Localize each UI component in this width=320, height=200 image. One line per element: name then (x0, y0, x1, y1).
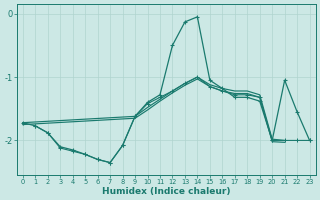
X-axis label: Humidex (Indice chaleur): Humidex (Indice chaleur) (102, 187, 230, 196)
